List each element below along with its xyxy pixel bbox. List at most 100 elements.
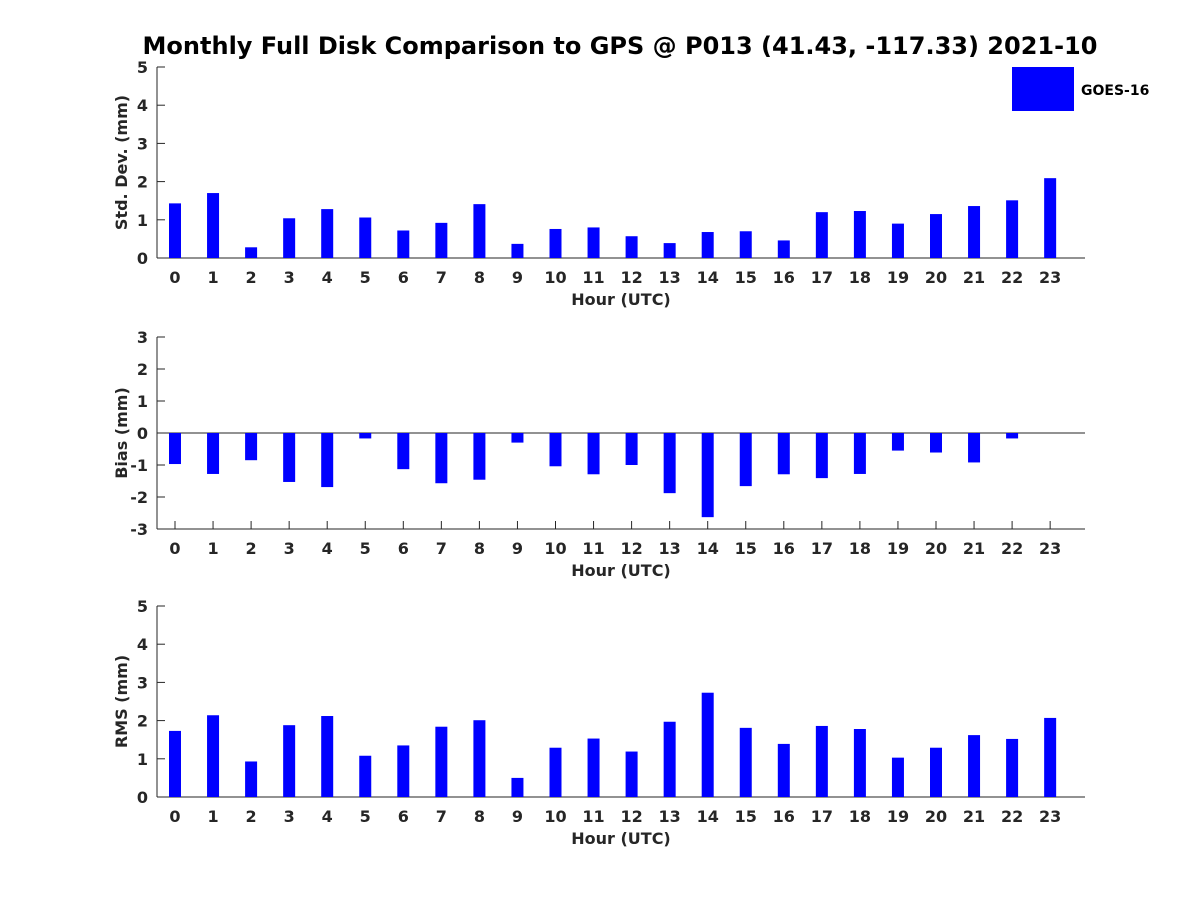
x-tick-label: 21 (963, 539, 985, 558)
y-tick-label: 5 (137, 597, 148, 616)
bar-hour-23 (1044, 717, 1057, 797)
x-tick-label: 2 (246, 807, 257, 826)
y-tick-label: 0 (137, 424, 148, 443)
x-tick-label: 22 (1001, 268, 1023, 287)
x-tick-label: 23 (1039, 539, 1061, 558)
bar-hour-11 (587, 738, 600, 797)
x-tick-label: 19 (887, 807, 909, 826)
y-axis-label: Std. Dev. (mm) (112, 95, 131, 230)
y-tick-label: 1 (137, 211, 148, 230)
bar-hour-9 (511, 777, 524, 797)
bar-hour-6 (397, 230, 410, 258)
y-tick-label: 4 (137, 96, 148, 115)
bar-hour-11 (587, 433, 600, 475)
bar-hour-18 (853, 433, 866, 474)
x-tick-label: 19 (887, 539, 909, 558)
x-tick-label: 6 (398, 268, 409, 287)
bar-hour-16 (777, 743, 790, 797)
x-tick-label: 1 (207, 807, 218, 826)
bar-hour-15 (739, 727, 752, 797)
bar-hour-0 (169, 203, 181, 258)
x-tick-label: 18 (849, 807, 871, 826)
x-tick-label: 3 (284, 268, 295, 287)
x-axis-label: Hour (UTC) (571, 829, 671, 848)
x-tick-label: 11 (582, 268, 604, 287)
x-tick-label: 15 (735, 807, 757, 826)
bar-hour-9 (511, 433, 524, 443)
bar-hour-14 (701, 232, 714, 258)
y-tick-label: 2 (137, 712, 148, 731)
chart-title: Monthly Full Disk Comparison to GPS @ P0… (143, 32, 1098, 60)
bar-hour-18 (853, 211, 866, 258)
bar-hour-14 (701, 692, 714, 797)
bar-hour-15 (739, 433, 752, 487)
y-tick-label: 4 (137, 635, 148, 654)
bar-hour-8 (473, 433, 486, 480)
x-tick-label: 23 (1039, 807, 1061, 826)
x-tick-label: 12 (620, 807, 642, 826)
bar-hour-21 (968, 206, 981, 258)
bar-hour-5 (359, 217, 372, 258)
y-tick-label: -2 (130, 488, 148, 507)
bar-hour-4 (321, 209, 334, 258)
bar-hour-10 (549, 747, 562, 797)
y-tick-label: 3 (137, 328, 148, 347)
x-tick-label: 18 (849, 539, 871, 558)
bar-hour-23 (1044, 178, 1057, 258)
x-tick-label: 23 (1039, 268, 1061, 287)
x-tick-label: 6 (398, 807, 409, 826)
bar-hour-15 (739, 231, 752, 258)
x-tick-label: 20 (925, 807, 947, 826)
x-tick-label: 0 (169, 807, 180, 826)
x-tick-label: 17 (811, 807, 833, 826)
bar-hour-16 (777, 240, 790, 258)
x-tick-label: 13 (659, 268, 681, 287)
y-tick-label: 1 (137, 750, 148, 769)
bar-hour-7 (435, 222, 448, 258)
bar-hour-3 (283, 433, 296, 482)
x-tick-label: 7 (436, 539, 447, 558)
bar-hour-5 (359, 755, 372, 797)
bar-hour-20 (930, 747, 942, 797)
bar-hour-8 (473, 204, 486, 258)
x-tick-label: 9 (512, 539, 523, 558)
x-tick-label: 1 (207, 539, 218, 558)
x-tick-label: 10 (544, 539, 566, 558)
bar-hour-13 (663, 721, 676, 797)
bar-hour-3 (283, 725, 296, 797)
x-tick-label: 21 (963, 807, 985, 826)
x-tick-label: 10 (544, 268, 566, 287)
x-axis-label: Hour (UTC) (571, 561, 671, 580)
x-tick-label: 22 (1001, 539, 1023, 558)
y-axis-label: RMS (mm) (112, 655, 131, 748)
y-tick-label: 5 (137, 58, 148, 77)
bar-hour-8 (473, 720, 486, 797)
x-tick-label: 17 (811, 539, 833, 558)
bar-hour-1 (207, 433, 220, 474)
x-tick-label: 13 (659, 539, 681, 558)
x-tick-label: 10 (544, 807, 566, 826)
bar-hour-6 (397, 433, 410, 470)
bar-hour-9 (511, 243, 524, 258)
y-tick-label: 3 (137, 673, 148, 692)
bar-hour-5 (359, 433, 372, 439)
bar-hour-17 (815, 725, 828, 797)
bar-hour-0 (169, 433, 181, 465)
legend-label: GOES-16 (1081, 83, 1149, 99)
bar-hour-2 (245, 247, 258, 258)
x-tick-label: 8 (474, 268, 485, 287)
x-tick-label: 7 (436, 268, 447, 287)
x-tick-label: 9 (512, 268, 523, 287)
bar-hour-7 (435, 726, 448, 797)
bar-hour-22 (1006, 433, 1019, 439)
legend: GOES-16 (1012, 67, 1149, 111)
x-tick-label: 5 (360, 539, 371, 558)
bar-hour-21 (968, 735, 981, 797)
x-tick-label: 15 (735, 539, 757, 558)
bar-hour-19 (891, 433, 904, 451)
x-tick-label: 22 (1001, 807, 1023, 826)
